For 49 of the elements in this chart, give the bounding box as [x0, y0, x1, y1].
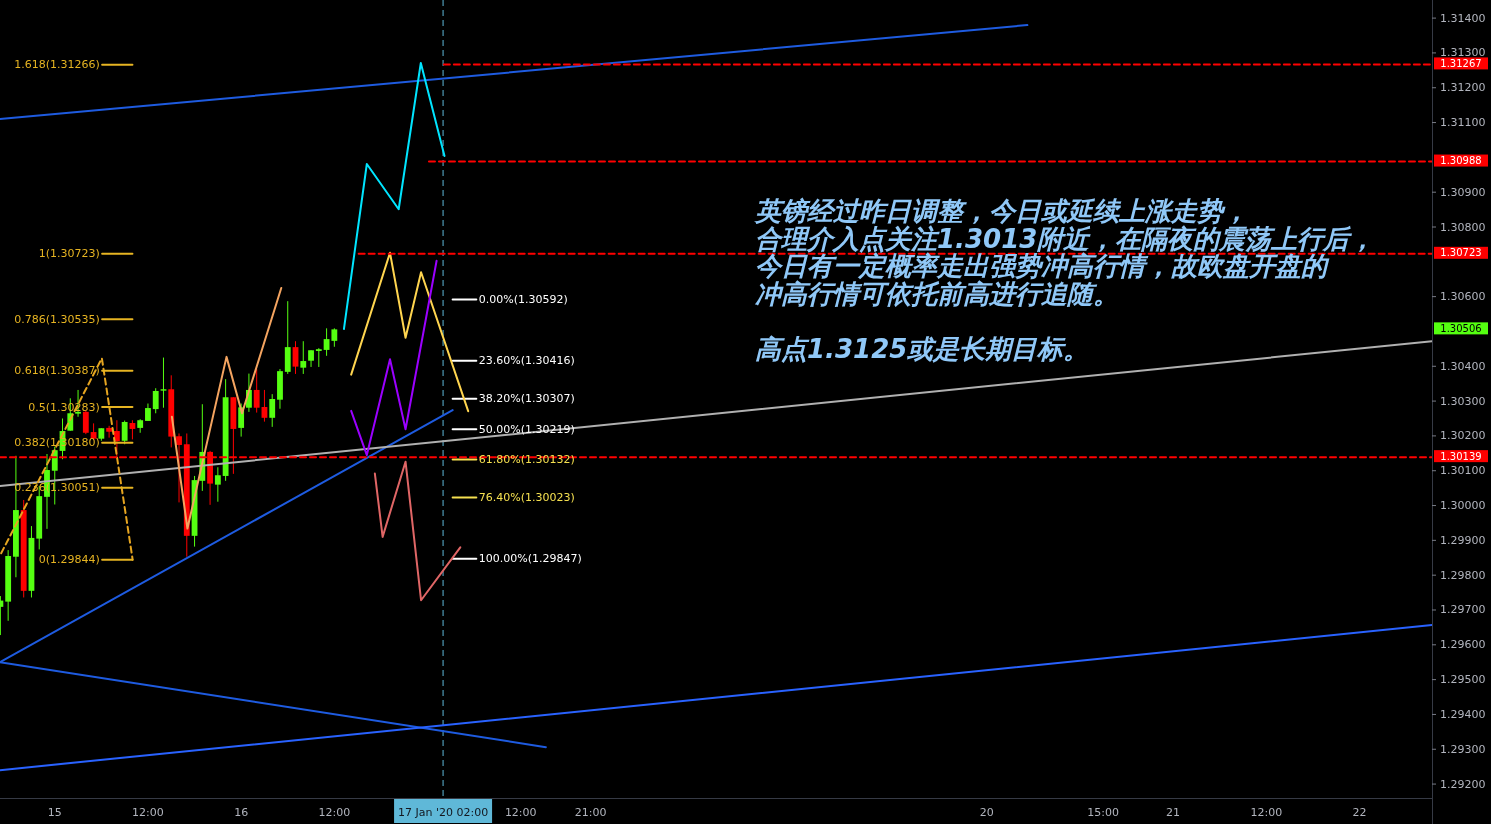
y-tick-label: 1.29600 [1440, 638, 1486, 652]
x-tick-label: 20 [979, 805, 994, 819]
annotation: 0.618(1.30387) [14, 364, 100, 378]
x-tick-label: 17 Jan '20 02:00 [397, 805, 489, 819]
y-tick-label: 1.29500 [1440, 673, 1486, 687]
data-label: 1.31267 [1440, 57, 1482, 69]
annotation: 1.618(1.31266) [14, 58, 100, 72]
annotation: 0.786(1.30535) [14, 312, 100, 326]
y-tick-label: 1.31200 [1440, 81, 1486, 95]
y-tick-label: 1.31400 [1440, 11, 1486, 25]
annotation: 23.60%(1.30416) [478, 354, 575, 368]
text: 1.30506 [1440, 322, 1482, 334]
data-label: 1.30723 [1440, 247, 1482, 259]
y-tick-label: 1.30600 [1440, 290, 1486, 304]
y-tick-label: 1.29400 [1440, 707, 1486, 721]
x-tick-label: 15:00 [1087, 805, 1120, 819]
y-tick-label: 1.30000 [1440, 499, 1486, 513]
y-tick-label: 1.30800 [1440, 220, 1486, 234]
y-tick-label: 1.31300 [1440, 46, 1486, 60]
x-tick-label: 21:00 [574, 805, 607, 819]
x-tick-label: 22 [1352, 805, 1367, 819]
data-label: 1.30139 [1440, 450, 1482, 462]
x-tick-label: 12:00 [132, 805, 164, 819]
data-label: 1.30988 [1440, 155, 1482, 167]
y-tick-label: 1.29300 [1440, 742, 1486, 756]
x-tick-label: 16 [234, 805, 249, 819]
x-tick-label: 12:00 [504, 805, 537, 819]
x-tick-label: 12:00 [1250, 805, 1283, 819]
y-tick-label: 1.29800 [1440, 568, 1486, 582]
y-tick-label: 1.29200 [1440, 777, 1486, 791]
annotation: 英镑经过昨日调整，今日或延续上涨走势， [754, 196, 1249, 226]
y-tick-label: 1.29700 [1440, 603, 1486, 617]
annotation: 0(1.29844) [38, 553, 100, 567]
annotation: 100.00%(1.29847) [478, 552, 582, 566]
annotation: 高点1.3125或是长期目标。 [755, 333, 1090, 364]
y-tick-label: 1.31100 [1440, 116, 1486, 130]
y-tick-label: 1.30100 [1440, 464, 1486, 478]
annotation: 1(1.30723) [38, 247, 100, 261]
y-tick-label: 1.30900 [1440, 185, 1486, 199]
annotation: 76.40%(1.30023) [478, 491, 575, 505]
y-tick-label: 1.30300 [1440, 394, 1486, 408]
y-tick-label: 1.30400 [1440, 359, 1486, 373]
x-tick-label: 21 [1166, 805, 1181, 819]
annotation: 0.00%(1.30592) [478, 292, 568, 306]
annotation: 38.20%(1.30307) [478, 392, 575, 406]
x-tick-label: 15 [47, 805, 62, 819]
y-tick-label: 1.30200 [1440, 429, 1486, 443]
x-tick-label: 12:00 [318, 805, 351, 819]
y-tick-label: 1.29900 [1440, 533, 1486, 547]
